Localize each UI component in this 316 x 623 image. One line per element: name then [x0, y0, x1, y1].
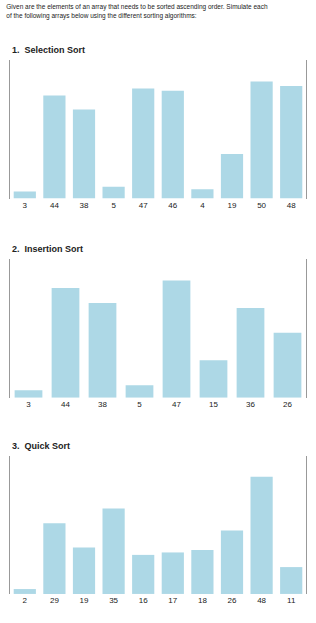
svg-text:29: 29 [50, 596, 59, 605]
svg-text:17: 17 [168, 596, 177, 605]
svg-text:19: 19 [228, 201, 237, 210]
svg-text:2: 2 [23, 596, 28, 605]
svg-text:19: 19 [80, 596, 89, 605]
svg-text:3. Quick Sort: 3. Quick Sort [12, 441, 70, 451]
svg-text:44: 44 [61, 400, 70, 409]
svg-text:18: 18 [198, 596, 207, 605]
svg-text:1. Selection Sort: 1. Selection Sort [12, 45, 85, 55]
svg-text:48: 48 [257, 596, 266, 605]
svg-text:35: 35 [109, 596, 118, 605]
svg-text:2. Insertion Sort: 2. Insertion Sort [12, 244, 83, 254]
svg-text:47: 47 [172, 400, 181, 409]
svg-text:46: 46 [168, 201, 177, 210]
svg-text:4: 4 [200, 201, 205, 210]
svg-text:38: 38 [98, 400, 107, 409]
svg-text:38: 38 [80, 201, 89, 210]
svg-text:5: 5 [111, 201, 116, 210]
svg-text:47: 47 [139, 201, 148, 210]
svg-text:50: 50 [257, 201, 266, 210]
svg-text:16: 16 [139, 596, 148, 605]
svg-text:3: 3 [26, 400, 31, 409]
svg-text:Given are the elements of an a: Given are the elements of an array that … [6, 3, 268, 19]
svg-text:3: 3 [23, 201, 28, 210]
svg-text:44: 44 [50, 201, 59, 210]
svg-text:15: 15 [209, 400, 218, 409]
svg-text:48: 48 [287, 201, 296, 210]
svg-text:11: 11 [287, 596, 296, 605]
svg-text:5: 5 [137, 400, 142, 409]
svg-text:26: 26 [228, 596, 237, 605]
svg-text:26: 26 [283, 400, 292, 409]
svg-text:36: 36 [246, 400, 255, 409]
